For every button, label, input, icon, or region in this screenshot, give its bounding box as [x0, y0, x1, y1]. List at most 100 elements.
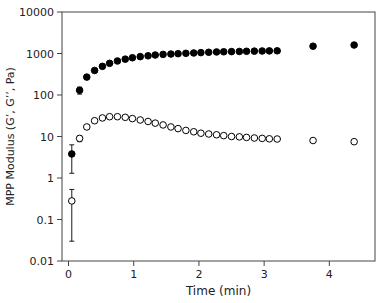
y-tick-label: 10000 [19, 6, 54, 19]
point [243, 134, 250, 141]
x-tick [68, 261, 69, 266]
y-tick-label: 10 [40, 131, 54, 144]
point [266, 136, 273, 143]
y-tick-label: 1000 [26, 48, 54, 61]
point [137, 53, 144, 60]
point [259, 135, 266, 142]
point [213, 131, 220, 138]
series [68, 42, 357, 174]
point [190, 50, 197, 57]
point [145, 118, 152, 125]
point [220, 132, 227, 139]
point [198, 130, 205, 137]
point [251, 48, 258, 55]
point [68, 198, 75, 205]
plot-background [62, 12, 375, 261]
point [183, 127, 190, 134]
point [114, 113, 121, 120]
points [68, 113, 357, 204]
x-tick-label: 4 [326, 268, 333, 281]
point [198, 49, 205, 56]
point [220, 48, 227, 55]
y-tick [57, 261, 62, 262]
point [91, 67, 98, 74]
point [266, 48, 273, 55]
point [190, 128, 197, 135]
x-tick-label: 3 [261, 268, 268, 281]
point [228, 133, 235, 140]
point [152, 52, 159, 59]
error-bar [69, 145, 74, 173]
point [122, 56, 129, 63]
y-axis-label: MPP Modulus (G’, G’’, Pa) [4, 67, 17, 206]
point [351, 42, 358, 49]
point [310, 137, 317, 144]
point [205, 131, 212, 138]
point [145, 53, 152, 60]
point [91, 117, 98, 124]
y-tick [57, 136, 62, 137]
point [114, 58, 121, 65]
point [160, 51, 167, 58]
point [183, 50, 190, 57]
point [236, 48, 243, 55]
plot-frame [62, 12, 375, 261]
y-tick [57, 219, 62, 220]
point [351, 138, 358, 145]
y-tick-label: 0.01 [30, 255, 55, 268]
point [137, 117, 144, 124]
point [205, 49, 212, 56]
point [99, 115, 106, 122]
y-tick-label: 0.1 [37, 214, 55, 227]
x-tick [133, 261, 134, 266]
error-bars [69, 116, 356, 242]
y-tick-label: 1 [47, 172, 54, 185]
x-tick-label: 2 [195, 268, 202, 281]
point [152, 120, 159, 127]
x-axis-label: Time (min) [185, 284, 251, 298]
point [243, 48, 250, 55]
x-tick [264, 261, 265, 266]
point [168, 51, 175, 58]
point [129, 115, 136, 122]
point [175, 50, 182, 57]
error-bar [77, 87, 82, 94]
point [259, 48, 266, 55]
x-tick [329, 261, 330, 266]
point [168, 124, 175, 131]
data [68, 42, 357, 241]
point [228, 48, 235, 55]
point [160, 122, 167, 129]
point [213, 49, 220, 56]
x-tick [198, 261, 199, 266]
ticks: 0 1 2 3 4 0.01 0.1 1 10 100 1000 10000 [19, 6, 333, 281]
point [83, 124, 90, 131]
point [99, 63, 106, 70]
error-bars [69, 44, 356, 173]
point [122, 114, 129, 121]
x-tick-label: 0 [65, 268, 72, 281]
y-tick [57, 178, 62, 179]
series [68, 113, 357, 241]
point [310, 43, 317, 50]
point [129, 54, 136, 61]
chart: 0 1 2 3 4 0.01 0.1 1 10 100 1000 10000 Time (min) MPP… [0, 0, 389, 303]
point [251, 135, 258, 142]
x-tick-label: 1 [130, 268, 137, 281]
y-tick [57, 95, 62, 96]
error-bar [77, 136, 82, 142]
y-tick [57, 53, 62, 54]
point [274, 136, 281, 143]
point [274, 48, 281, 55]
point [83, 74, 90, 81]
y-tick-label: 100 [33, 89, 54, 102]
error-bar [69, 189, 74, 241]
y-tick [57, 12, 62, 13]
point [236, 134, 243, 141]
point [106, 60, 113, 67]
point [76, 135, 83, 142]
points [68, 42, 357, 158]
point [76, 87, 83, 94]
point [68, 151, 75, 158]
point [175, 125, 182, 132]
